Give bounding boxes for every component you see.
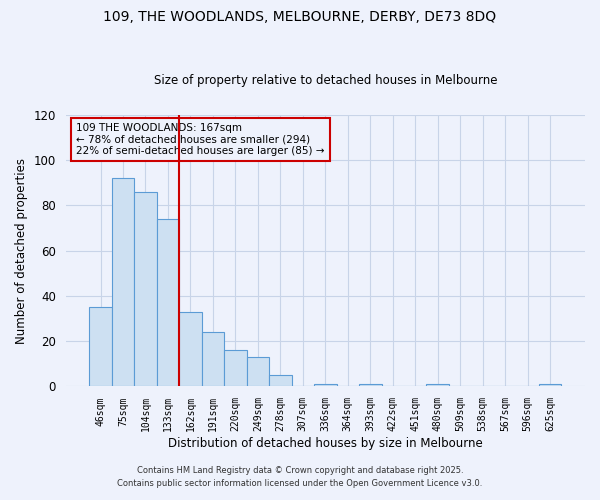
Bar (112, 178, 134, 386)
Bar (157, 219, 179, 386)
Bar (89, 307, 112, 386)
Bar (247, 357, 269, 386)
Bar (359, 384, 382, 386)
Bar (539, 384, 562, 386)
Text: 109 THE WOODLANDS: 167sqm
← 78% of detached houses are smaller (294)
22% of semi: 109 THE WOODLANDS: 167sqm ← 78% of detac… (76, 122, 325, 156)
Text: Contains HM Land Registry data © Crown copyright and database right 2025.
Contai: Contains HM Land Registry data © Crown c… (118, 466, 482, 487)
Title: Size of property relative to detached houses in Melbourne: Size of property relative to detached ho… (154, 74, 497, 87)
Text: 109, THE WOODLANDS, MELBOURNE, DERBY, DE73 8DQ: 109, THE WOODLANDS, MELBOURNE, DERBY, DE… (103, 10, 497, 24)
Bar (314, 384, 337, 386)
Bar (269, 375, 292, 386)
Bar (134, 192, 157, 386)
Bar (427, 384, 449, 386)
Bar (179, 312, 202, 386)
Bar (224, 350, 247, 387)
Y-axis label: Number of detached properties: Number of detached properties (15, 158, 28, 344)
Bar (202, 332, 224, 386)
X-axis label: Distribution of detached houses by size in Melbourne: Distribution of detached houses by size … (168, 437, 483, 450)
